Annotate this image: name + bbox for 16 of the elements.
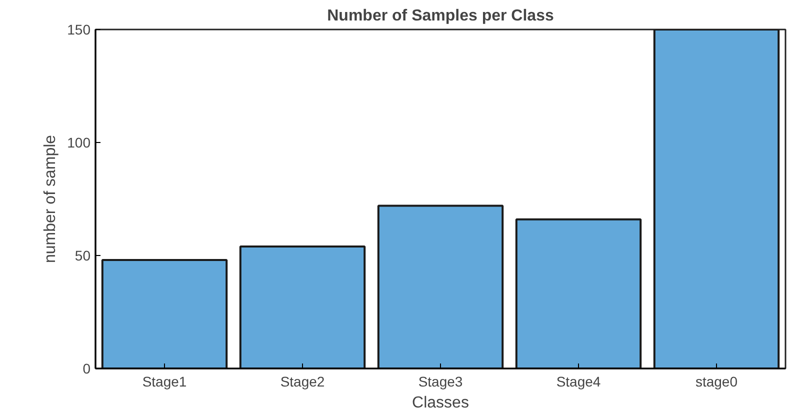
y-tick-label: 100 [67, 134, 91, 150]
x-axis-title: Classes [412, 394, 469, 412]
bar [101, 259, 228, 368]
bar [377, 204, 504, 368]
y-tick-label: 0 [82, 360, 91, 376]
chart-title: Number of Samples per Class [327, 8, 554, 24]
bar [239, 245, 366, 368]
x-tick-label: stage0 [695, 374, 738, 390]
y-axis-title: number of sample [42, 134, 60, 264]
x-tick-label: Stage4 [556, 374, 601, 390]
x-tick-label: Stage3 [418, 374, 463, 390]
x-tick-label: Stage2 [280, 374, 325, 390]
x-tick-label: Stage1 [142, 374, 187, 390]
y-tick-label: 50 [74, 248, 91, 264]
bar [515, 218, 642, 368]
y-tick-label: 150 [67, 22, 91, 38]
